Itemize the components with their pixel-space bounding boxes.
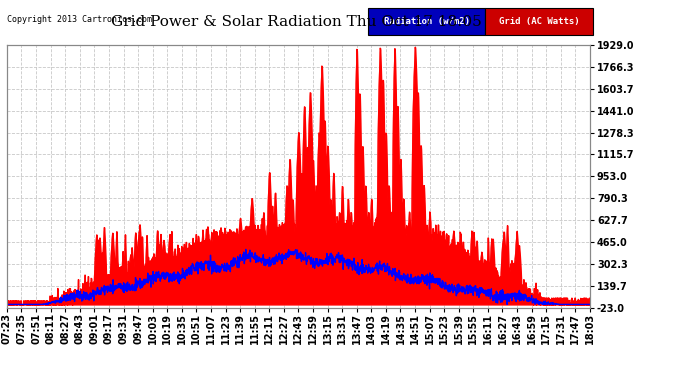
Text: Radiation (w/m2): Radiation (w/m2) — [384, 17, 470, 26]
FancyBboxPatch shape — [485, 8, 593, 34]
Text: Grid Power & Solar Radiation Thu Oct 17 18:05: Grid Power & Solar Radiation Thu Oct 17 … — [111, 15, 482, 29]
FancyBboxPatch shape — [368, 8, 485, 34]
Text: Copyright 2013 Cartronics.com: Copyright 2013 Cartronics.com — [7, 15, 152, 24]
Text: Grid (AC Watts): Grid (AC Watts) — [499, 17, 579, 26]
